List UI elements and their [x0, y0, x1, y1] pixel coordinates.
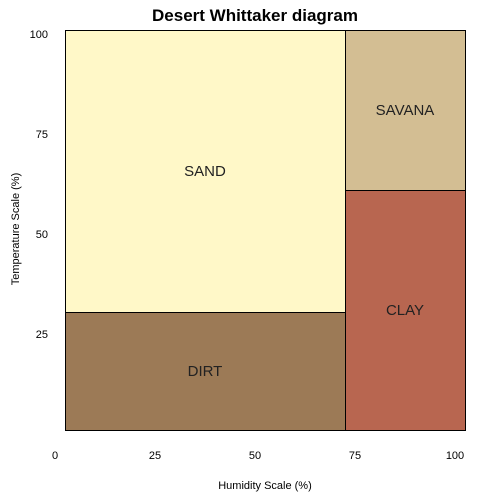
y-tick-label: 75 [36, 129, 48, 141]
region-savana-area [345, 30, 466, 191]
region-dirt-label: DIRT [188, 363, 223, 380]
region-dirt: DIRT [65, 312, 346, 431]
y-axis-label: Temperature Scale (%) [10, 173, 22, 286]
region-sand-label: SAND [184, 163, 226, 180]
y-tick-label: 25 [36, 329, 48, 341]
region-clay-area [345, 190, 466, 431]
region-savana: SAVANA [345, 30, 466, 191]
region-dirt-area [65, 312, 346, 431]
y-tick-label: 50 [36, 229, 48, 241]
region-clay: CLAY [345, 190, 466, 431]
y-axis-ticks: 25 50 75 100 [30, 29, 48, 341]
x-axis-label: Humidity Scale (%) [218, 480, 312, 492]
regions-layer: SAND DIRT SAVANA CLAY [65, 30, 466, 431]
x-tick-label: 75 [349, 450, 361, 462]
x-axis-ticks: 0 25 50 75 100 [52, 450, 464, 462]
x-tick-label: 100 [446, 450, 464, 462]
region-sand-area [65, 30, 346, 313]
region-clay-label: CLAY [386, 302, 424, 319]
chart-title: Desert Whittaker diagram [152, 6, 358, 25]
y-tick-label: 100 [30, 29, 48, 41]
region-sand: SAND [65, 30, 346, 313]
region-savana-label: SAVANA [376, 102, 435, 119]
x-tick-label: 50 [249, 450, 261, 462]
x-tick-label: 25 [149, 450, 161, 462]
x-tick-label: 0 [52, 450, 58, 462]
